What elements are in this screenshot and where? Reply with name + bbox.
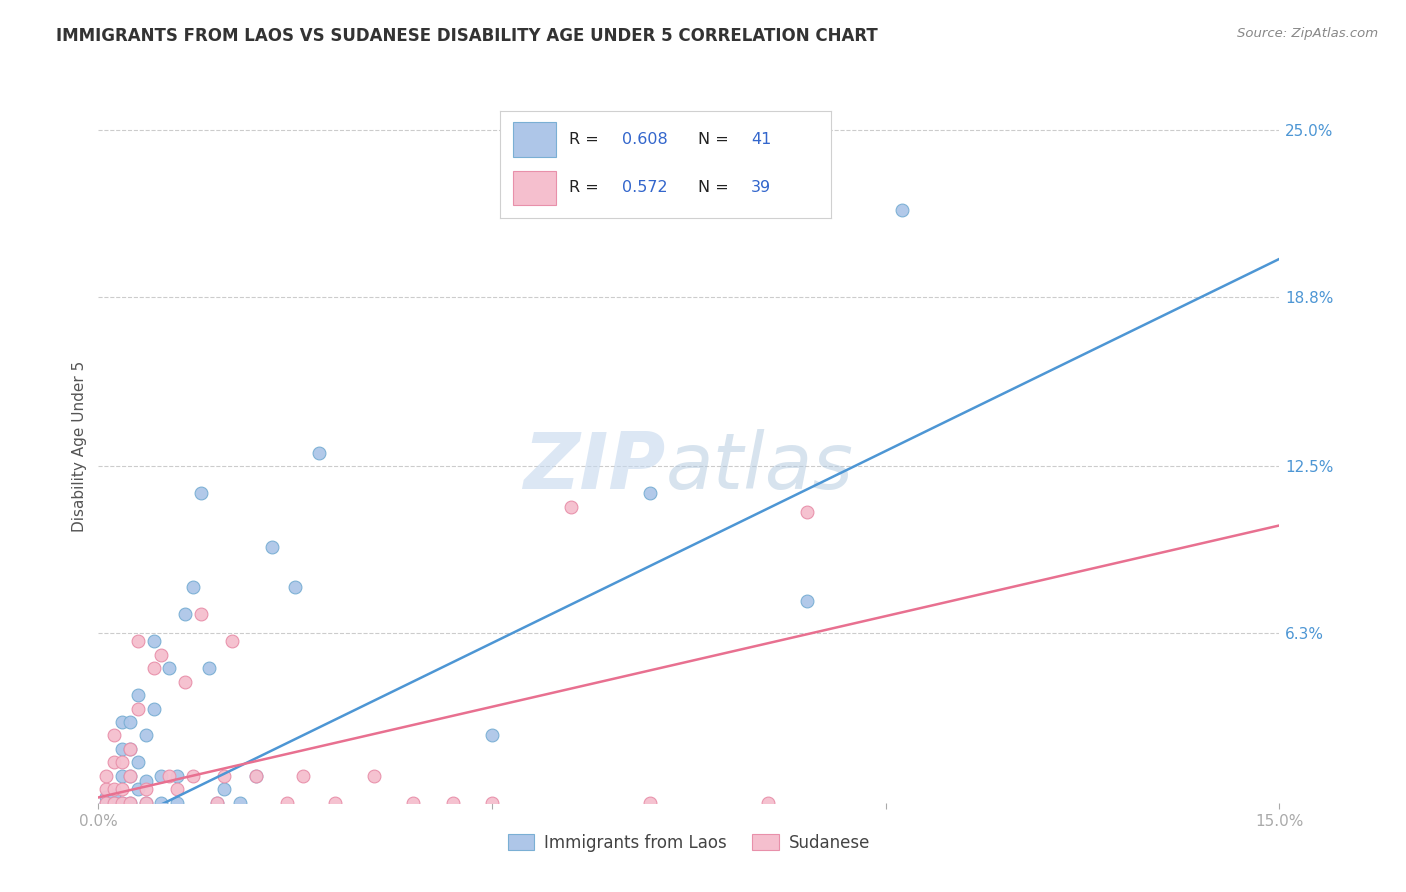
Point [197,661,219,675]
Point [111,782,134,797]
Point [174,607,197,622]
Point [142,701,165,715]
Point [118,742,141,756]
Point [157,769,180,783]
Point [205,796,228,810]
Point [96,796,118,810]
Point [150,769,173,783]
Point [103,782,125,797]
Point [118,796,141,810]
Point [96,796,118,810]
Point [260,540,283,554]
Point [103,756,125,770]
Point [402,796,425,810]
Point [174,674,197,689]
Point [190,607,212,622]
Point [796,505,818,519]
Point [166,796,188,810]
Point [245,769,267,783]
Point [441,796,464,810]
Point [127,782,149,797]
Point [756,796,779,810]
Text: IMMIGRANTS FROM LAOS VS SUDANESE DISABILITY AGE UNDER 5 CORRELATION CHART: IMMIGRANTS FROM LAOS VS SUDANESE DISABIL… [56,27,877,45]
Point [118,769,141,783]
Point [214,782,236,797]
Y-axis label: Disability Age Under 5: Disability Age Under 5 [72,360,87,532]
Text: atlas: atlas [665,429,853,506]
Point [118,714,141,729]
Point [103,796,125,810]
Point [127,701,149,715]
Point [276,796,298,810]
Point [103,788,125,802]
Point [890,203,912,218]
Point [142,634,165,648]
Point [150,796,173,810]
Text: ZIP: ZIP [523,429,665,506]
Point [135,774,157,789]
Point [118,796,141,810]
Point [560,500,582,514]
Point [118,769,141,783]
Point [190,486,212,500]
Point [96,769,118,783]
Point [111,756,134,770]
Point [127,634,149,648]
Point [796,594,818,608]
Point [103,729,125,743]
Point [363,769,385,783]
Point [96,790,118,805]
Point [142,661,165,675]
Point [111,769,134,783]
Point [96,782,118,797]
Point [166,782,188,797]
Point [103,793,125,807]
Text: Source: ZipAtlas.com: Source: ZipAtlas.com [1237,27,1378,40]
Point [150,648,173,662]
Point [118,742,141,756]
Point [127,688,149,702]
Point [284,580,307,594]
Point [135,729,157,743]
Point [111,742,134,756]
Point [638,486,661,500]
Point [308,446,330,460]
Point [135,796,157,810]
Point [638,796,661,810]
Point [292,769,315,783]
Point [229,796,252,810]
Point [245,769,267,783]
Point [323,796,346,810]
Point [135,782,157,797]
Point [111,796,134,810]
Point [127,756,149,770]
Point [481,796,503,810]
Point [103,796,125,810]
Point [214,769,236,783]
Point [481,729,503,743]
Legend: Immigrants from Laos, Sudanese: Immigrants from Laos, Sudanese [501,828,877,859]
Point [221,634,243,648]
Point [135,796,157,810]
Point [157,661,180,675]
Point [111,714,134,729]
Point [111,796,134,810]
Point [166,769,188,783]
Point [205,796,228,810]
Point [181,769,204,783]
Point [181,580,204,594]
